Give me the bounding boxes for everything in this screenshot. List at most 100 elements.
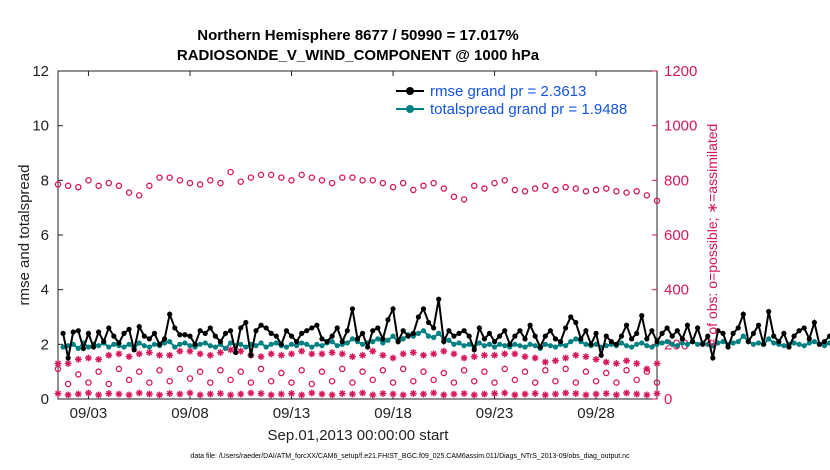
rmse-point [563, 325, 569, 331]
obs-assimilated-marker [430, 389, 438, 397]
totalspread-point [669, 341, 675, 347]
rmse-point [375, 325, 381, 331]
rmse-point [461, 328, 467, 334]
totalspread-point [644, 343, 650, 349]
totalspread-point [446, 337, 452, 343]
legend: rmse grand pr = 2.3613 totalspread grand… [396, 83, 627, 118]
obs-assimilated-marker [643, 391, 651, 399]
totalspread-point [385, 337, 391, 343]
obs-possible-marker [227, 376, 234, 384]
rmse-point [278, 341, 284, 347]
rmse-point [101, 339, 107, 345]
obs-assimilated-marker [105, 390, 113, 397]
y-left-tick-label: 12 [32, 63, 49, 80]
totalspread-point [197, 341, 203, 347]
obs-assimilated-marker [460, 390, 468, 397]
obs-assimilated-marker [247, 389, 255, 397]
x-axis-label: Sep.01,2013 00:00:00 start [268, 427, 450, 444]
rmse-point [821, 339, 828, 345]
obs-assimilated-marker [491, 351, 498, 359]
obs-possible-marker [572, 379, 580, 386]
rmse-point [664, 325, 670, 331]
rmse-point [466, 333, 472, 339]
obs-assimilated-marker [562, 354, 570, 362]
obs-assimilated-marker [633, 360, 641, 367]
rmse-point [207, 325, 213, 331]
totalspread-point [182, 340, 188, 346]
obs-assimilated-marker [206, 351, 214, 359]
obs-possible-marker [369, 177, 376, 184]
obs-assimilated-marker [206, 390, 214, 398]
rmse-point [608, 339, 614, 345]
rmse-point [202, 330, 208, 336]
totalspread-point [349, 336, 356, 342]
y-right-tick-label: 0 [664, 391, 672, 408]
x-tick-label: 09/13 [273, 405, 311, 422]
totalspread-point [623, 343, 630, 349]
rmse-point [370, 328, 376, 334]
rmse-point [755, 322, 762, 328]
totalspread-point [288, 341, 295, 347]
obs-assimilated-marker [470, 391, 478, 399]
obs-possible-marker [542, 367, 549, 374]
obs-assimilated-marker [338, 350, 346, 358]
rmse-point [75, 328, 81, 334]
rmse-point [80, 345, 86, 352]
obs-possible-marker [308, 174, 316, 181]
legend-rmse-marker [406, 87, 414, 95]
totalspread-point [126, 341, 132, 347]
obs-assimilated-marker [521, 390, 529, 398]
obs-assimilated-marker [481, 351, 488, 359]
obs-possible-marker [440, 185, 448, 192]
obs-assimilated-marker [196, 350, 204, 358]
obs-possible-marker [481, 185, 488, 192]
totalspread-point [390, 333, 396, 339]
rmse-point [497, 333, 503, 339]
obs-assimilated-marker [511, 350, 519, 358]
obs-possible-marker [298, 171, 305, 179]
rmse-point [522, 336, 528, 342]
obs-assimilated-marker [399, 350, 407, 358]
obs-possible-marker [440, 369, 448, 377]
rmse-point [766, 308, 772, 315]
obs-assimilated-marker [359, 351, 366, 359]
rmse-point [486, 330, 493, 336]
x-tick-label: 09/08 [171, 405, 209, 422]
obs-assimilated-marker [349, 390, 356, 398]
rmse-point [253, 328, 259, 334]
rmse-point [90, 344, 97, 350]
rmse-point [182, 332, 188, 338]
totalspread-point [85, 344, 92, 350]
rmse-point [314, 322, 320, 328]
obs-assimilated-marker [541, 391, 549, 399]
rmse-point [344, 328, 350, 334]
totalspread-point [502, 343, 508, 349]
rmse-point [705, 333, 711, 339]
obs-possible-marker [531, 379, 539, 386]
obs-possible-marker [288, 379, 295, 386]
totalspread-point [634, 341, 640, 347]
totalspread-point [618, 340, 625, 346]
rmse-point [136, 323, 142, 330]
y-axis-right-label: # of obs: o=possible; ∗=assimilated [704, 124, 720, 347]
rmse-point [405, 333, 411, 339]
obs-assimilated-marker [176, 390, 184, 398]
obs-assimilated-marker [125, 391, 133, 399]
obs-assimilated-marker [227, 391, 234, 399]
rmse-point [197, 328, 203, 334]
rmse-point [238, 325, 244, 331]
obs-assimilated-marker [85, 354, 92, 362]
totalspread-point [415, 330, 422, 336]
obs-assimilated-marker [318, 350, 326, 358]
totalspread-point [309, 344, 315, 350]
rmse-point [750, 330, 757, 336]
rmse-point [167, 311, 173, 317]
obs-assimilated-marker [572, 351, 580, 359]
obs-possible-marker [410, 186, 417, 194]
obs-possible-marker [64, 380, 72, 388]
rmse-point [659, 330, 665, 336]
rmse-point [126, 326, 132, 332]
rmse-point [410, 330, 416, 336]
totalspread-point [674, 343, 680, 349]
obs-possible-marker [75, 371, 82, 378]
